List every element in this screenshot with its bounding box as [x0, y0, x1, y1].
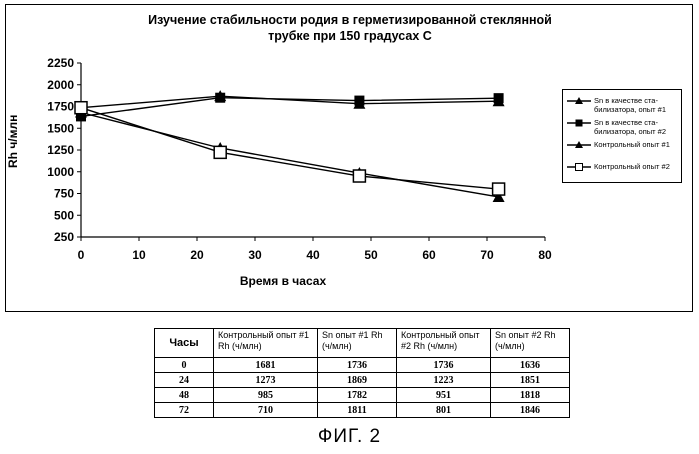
x-tick-label: 70 — [480, 248, 494, 262]
data-point-open-square — [493, 183, 505, 195]
table-cell: 72 — [155, 403, 214, 418]
table-header-cell: Sn опыт #2 Rh (ч/млн) — [491, 329, 570, 358]
series-line-1 — [81, 96, 499, 108]
x-tick-label: 10 — [132, 248, 146, 262]
data-point-open-square — [214, 146, 226, 158]
x-tick-label: 40 — [306, 248, 320, 262]
data-point-open-square — [353, 170, 365, 182]
table-cell: 48 — [155, 388, 214, 403]
table-header-cell: Контрольный опыт #2 Rh (ч/млн) — [397, 329, 491, 358]
x-tick-label: 50 — [364, 248, 378, 262]
table-cell: 1736 — [397, 358, 491, 373]
y-tick-label: 2250 — [47, 56, 74, 70]
y-tick-label: 1500 — [47, 121, 74, 135]
table-cell: 1273 — [214, 373, 318, 388]
table-cell: 985 — [214, 388, 318, 403]
y-tick-label: 250 — [54, 230, 74, 244]
x-tick-label: 20 — [190, 248, 204, 262]
data-point-square — [215, 93, 225, 103]
table-cell: 951 — [397, 388, 491, 403]
data-point-square — [494, 93, 504, 103]
table-cell: 1223 — [397, 373, 491, 388]
data-table: Часы Контрольный опыт #1 Rh (ч/млн) Sn о… — [154, 328, 570, 418]
y-tick-label: 1000 — [47, 165, 74, 179]
legend-label: Контрольный опыт #2 — [594, 162, 680, 171]
table-cell: 1818 — [491, 388, 570, 403]
table-cell: 1846 — [491, 403, 570, 418]
table-cell: 1851 — [491, 373, 570, 388]
triangle-marker-icon — [567, 141, 591, 149]
y-tick-label: 2000 — [47, 78, 74, 92]
chart-legend: Sn в качестве ста-билизатора, опыт #1 Sn… — [562, 89, 682, 183]
table-header-cell: Часы — [155, 329, 214, 358]
x-tick-label: 80 — [538, 248, 552, 262]
table-header-row: Часы Контрольный опыт #1 Rh (ч/млн) Sn о… — [155, 329, 570, 358]
table-cell: 1869 — [318, 373, 397, 388]
square-marker-icon — [567, 119, 591, 127]
table-row: 24 1273 1869 1223 1851 — [155, 373, 570, 388]
table-header-cell: Sn опыт #1 Rh (ч/млн) — [318, 329, 397, 358]
x-tick-label: 0 — [78, 248, 85, 262]
table-cell: 24 — [155, 373, 214, 388]
table-cell: 710 — [214, 403, 318, 418]
figure-caption: ФИГ. 2 — [0, 426, 699, 448]
table-row: 48 985 1782 951 1818 — [155, 388, 570, 403]
triangle-marker-icon — [567, 97, 591, 105]
x-tick-label: 60 — [422, 248, 436, 262]
legend-label: Sn в качестве ста-билизатора, опыт #1 — [594, 96, 680, 114]
y-tick-label: 750 — [54, 187, 74, 201]
data-point-open-square — [75, 102, 87, 114]
legend-label: Контрольный опыт #1 — [594, 140, 680, 149]
table-cell: 1782 — [318, 388, 397, 403]
y-tick-label: 1750 — [47, 100, 74, 114]
table-cell: 1736 — [318, 358, 397, 373]
table-cell: 1811 — [318, 403, 397, 418]
open-square-marker-icon — [567, 163, 591, 171]
series-line-4 — [81, 108, 499, 189]
data-point-square — [354, 96, 364, 106]
y-tick-label: 500 — [54, 208, 74, 222]
table-cell: 1636 — [491, 358, 570, 373]
table-header-cell: Контрольный опыт #1 Rh (ч/млн) — [214, 329, 318, 358]
legend-label: Sn в качестве ста-билизатора, опыт #2 — [594, 118, 680, 136]
y-tick-label: 1250 — [47, 143, 74, 157]
table-row: 72 710 1811 801 1846 — [155, 403, 570, 418]
series-line-3 — [81, 113, 499, 197]
table-row: 0 1681 1736 1736 1636 — [155, 358, 570, 373]
table-cell: 801 — [397, 403, 491, 418]
table-cell: 1681 — [214, 358, 318, 373]
x-tick-label: 30 — [248, 248, 262, 262]
table-cell: 0 — [155, 358, 214, 373]
x-axis-label: Время в часах — [240, 274, 327, 288]
